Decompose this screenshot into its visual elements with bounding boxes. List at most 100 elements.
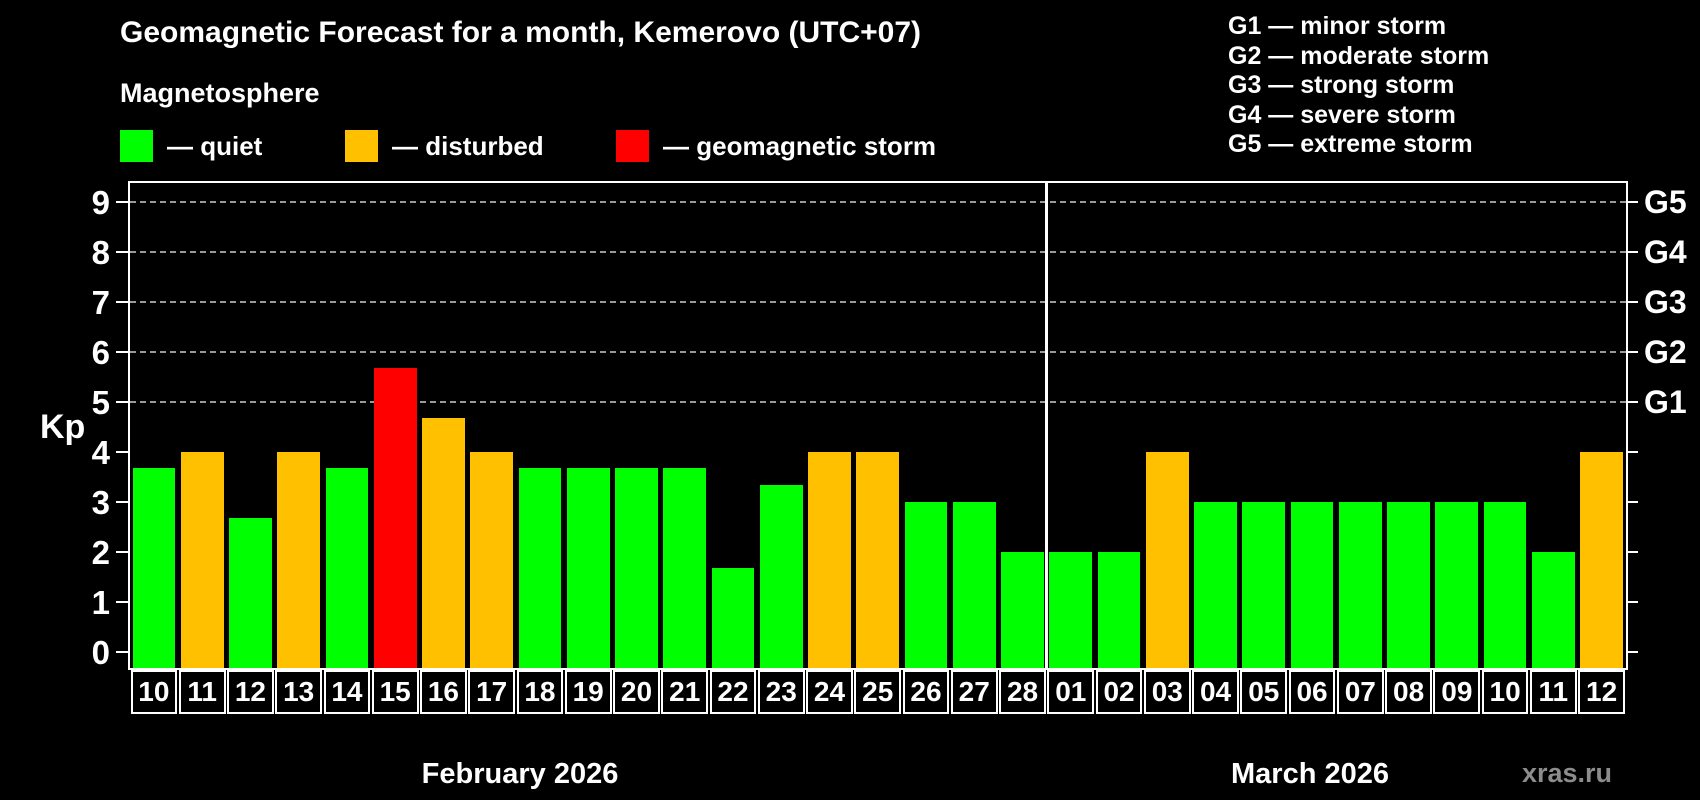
day-label-27: 27 <box>950 670 998 714</box>
quiet-color-swatch <box>120 130 153 162</box>
day-label-14: 14 <box>323 670 371 714</box>
y-axis-tick-label: 3 <box>91 483 110 521</box>
y-axis-tick-right <box>1626 650 1638 653</box>
day-label-15: 15 <box>371 670 419 714</box>
gridline-g5 <box>130 200 1626 203</box>
kp-bar-day-03 <box>1145 451 1189 668</box>
kp-bar-day-19 <box>566 468 610 668</box>
y-axis-tick-left <box>116 200 128 203</box>
day-label-26: 26 <box>902 670 950 714</box>
gridline-g3 <box>130 300 1626 303</box>
right-axis-label-g3: G3 <box>1644 283 1687 320</box>
y-axis-tick-right <box>1626 450 1638 453</box>
day-label-09: 09 <box>1433 670 1481 714</box>
y-axis-title: Kp <box>40 408 86 446</box>
kp-bar-day-11 <box>1531 551 1575 668</box>
day-label-18: 18 <box>516 670 564 714</box>
day-label-17: 17 <box>468 670 516 714</box>
kp-bar-day-24 <box>808 451 851 668</box>
g-scale-legend: G1 — minor storm G2 — moderate storm G3 … <box>1228 12 1489 160</box>
day-label-03: 03 <box>1143 670 1191 714</box>
day-label-02: 02 <box>1095 670 1143 714</box>
plot-area: G1 G2 G3 G4 G5 0 1 2 3 4 5 6 7 8 9 <box>92 181 1687 670</box>
disturbed-color-swatch <box>345 130 378 162</box>
day-label-07: 07 <box>1336 670 1384 714</box>
y-axis-tick-left <box>116 600 128 603</box>
kp-bar-day-25 <box>856 451 900 668</box>
day-label-06: 06 <box>1288 670 1336 714</box>
kp-bar-day-18 <box>518 468 562 668</box>
kp-bar-day-17 <box>470 451 514 668</box>
g-legend-entry: G1 — minor storm <box>1228 12 1447 40</box>
kp-bar-day-06 <box>1290 501 1334 668</box>
day-label-28: 28 <box>999 670 1046 714</box>
g-legend-entry: G4 — severe storm <box>1228 100 1456 129</box>
y-axis-tick-label: 8 <box>91 233 110 271</box>
month-label-march: March 2026 <box>1231 758 1389 790</box>
kp-bar-day-20 <box>615 468 658 668</box>
kp-bar-day-04 <box>1194 501 1237 668</box>
kp-bar-day-05 <box>1242 501 1286 668</box>
day-label-04: 04 <box>1192 670 1239 714</box>
y-axis-tick-left <box>116 400 128 403</box>
y-axis-tick-right <box>1626 300 1638 303</box>
kp-bar-day-23 <box>759 485 803 668</box>
legend-label: — disturbed <box>392 130 544 161</box>
day-label-10: 10 <box>130 670 178 714</box>
y-axis-tick-right <box>1626 600 1638 603</box>
legend-item-disturbed: — disturbed <box>345 130 544 162</box>
y-axis-tick-label: 0 <box>91 633 110 671</box>
y-axis-tick-label: 7 <box>91 283 110 321</box>
day-label-05: 05 <box>1240 670 1288 714</box>
kp-bar-day-12 <box>1580 451 1623 668</box>
chart-subtitle: Magnetosphere <box>120 78 320 108</box>
y-axis-tick-right <box>1626 250 1638 253</box>
gridline-g2 <box>130 350 1626 353</box>
kp-bar-day-11 <box>180 451 224 668</box>
legend-item-quiet: — quiet <box>120 130 262 162</box>
day-label-25: 25 <box>854 670 902 714</box>
day-label-12: 12 <box>1578 670 1625 714</box>
storm-color-swatch <box>616 130 649 162</box>
day-label-19: 19 <box>564 670 612 714</box>
y-axis-tick-left <box>116 650 128 653</box>
legend-label: — quiet <box>167 130 263 161</box>
y-axis-tick-label: 4 <box>91 433 110 471</box>
kp-bar-day-28 <box>1001 551 1044 668</box>
day-label-13: 13 <box>275 670 323 714</box>
day-label-10: 10 <box>1481 670 1529 714</box>
day-label-08: 08 <box>1385 670 1432 714</box>
g-legend-entry: G2 — moderate storm <box>1228 41 1490 70</box>
day-label-23: 23 <box>757 670 805 714</box>
y-axis-tick-label: 6 <box>91 333 110 371</box>
g-legend-entry: G3 — strong storm <box>1228 71 1455 99</box>
month-divider-line <box>1045 183 1049 668</box>
right-axis-label-g2: G2 <box>1644 333 1687 370</box>
y-axis-tick-left <box>116 350 128 353</box>
day-label-21: 21 <box>661 670 709 714</box>
legend-item-storm: — geomagnetic storm <box>616 130 936 162</box>
kp-bar-day-09 <box>1435 501 1479 668</box>
kp-bar-day-13 <box>277 451 321 668</box>
y-axis-tick-left <box>116 300 128 303</box>
day-label-16: 16 <box>420 670 467 714</box>
gridline-g4 <box>130 250 1626 253</box>
y-axis-tick-right <box>1626 200 1638 203</box>
y-axis-tick-right <box>1626 550 1638 553</box>
y-axis-tick-left <box>116 250 128 253</box>
y-axis-tick-label: 9 <box>91 183 110 221</box>
page-title: Geomagnetic Forecast for a month, Kemero… <box>120 16 922 49</box>
y-axis-tick-label: 5 <box>91 383 110 421</box>
y-axis-tick-left <box>116 550 128 553</box>
kp-bar-day-10 <box>132 468 176 668</box>
legend-label: — geomagnetic storm <box>663 130 937 161</box>
kp-bar-day-08 <box>1387 501 1430 668</box>
y-axis-tick-label: 1 <box>91 583 110 621</box>
x-axis-day-row: 10 11 12 13 14 15 16 17 18 19 20 21 22 23 24 25 26 27 28 01… <box>130 670 1626 714</box>
y-axis-tick-right <box>1626 500 1638 503</box>
kp-bar-day-01 <box>1049 551 1093 668</box>
kp-bar-day-22 <box>711 568 755 668</box>
kp-bar-day-21 <box>663 468 707 668</box>
right-axis-label-g4: G4 <box>1644 233 1687 270</box>
kp-bar-day-02 <box>1097 551 1141 668</box>
